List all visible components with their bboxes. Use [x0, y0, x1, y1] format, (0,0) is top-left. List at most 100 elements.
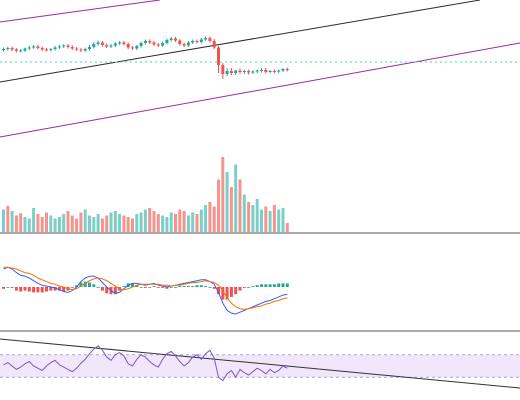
candle[interactable]	[195, 41, 199, 42]
volume-bar	[83, 209, 87, 232]
candle[interactable]	[105, 45, 109, 47]
volume-bar	[122, 215, 126, 232]
candle[interactable]	[161, 43, 165, 46]
candle[interactable]	[83, 49, 87, 51]
candle[interactable]	[27, 47, 31, 49]
candle[interactable]	[178, 40, 182, 45]
candle[interactable]	[118, 42, 122, 44]
macd-line[interactable]	[3, 266, 288, 315]
candle[interactable]	[234, 70, 238, 74]
volume-bar	[19, 213, 23, 232]
candle[interactable]	[199, 39, 203, 43]
candle[interactable]	[255, 70, 259, 72]
candle[interactable]	[242, 71, 246, 72]
candle[interactable]	[40, 48, 44, 50]
candle[interactable]	[53, 47, 57, 50]
candle[interactable]	[126, 44, 130, 48]
rsi-trend-line[interactable]	[0, 338, 520, 389]
candle[interactable]	[191, 41, 195, 43]
rsi-line[interactable]	[3, 345, 288, 382]
candle[interactable]	[62, 45, 66, 47]
candle[interactable]	[169, 38, 173, 41]
volume-bar	[208, 202, 212, 232]
candle[interactable]	[225, 71, 229, 74]
candle[interactable]	[264, 70, 268, 72]
candle[interactable]	[174, 38, 177, 41]
trend-line[interactable]	[0, 0, 481, 83]
macd-histogram-bar	[2, 287, 5, 289]
candle[interactable]	[70, 47, 74, 49]
candle[interactable]	[139, 43, 143, 46]
candle[interactable]	[135, 46, 139, 49]
candle[interactable]	[281, 69, 285, 71]
candle[interactable]	[45, 49, 48, 51]
candle[interactable]	[165, 40, 169, 43]
volume-bar	[10, 211, 14, 232]
candle[interactable]	[36, 46, 40, 49]
candle[interactable]	[14, 49, 18, 52]
macd-histogram-bar	[23, 287, 27, 291]
signal-line[interactable]	[3, 266, 288, 311]
macd-histogram-bar	[27, 287, 31, 292]
candle[interactable]	[66, 45, 70, 48]
candle[interactable]	[96, 42, 100, 45]
candle[interactable]	[2, 49, 5, 50]
candle[interactable]	[221, 65, 225, 74]
volume-bar	[186, 215, 190, 232]
candle[interactable]	[229, 71, 233, 73]
candle[interactable]	[247, 71, 251, 73]
candle[interactable]	[19, 50, 23, 52]
macd-histogram-bar	[264, 284, 268, 287]
candle[interactable]	[217, 47, 220, 66]
candle[interactable]	[32, 46, 36, 48]
macd-histogram-bar	[251, 286, 255, 287]
channel-lower-line[interactable]	[0, 42, 520, 138]
macd-histogram-bar	[156, 287, 160, 288]
candle[interactable]	[152, 42, 156, 45]
volume-bar	[62, 214, 66, 232]
candle[interactable]	[23, 48, 27, 51]
candle[interactable]	[79, 49, 83, 51]
candle[interactable]	[182, 44, 186, 46]
candle[interactable]	[57, 46, 61, 48]
candle[interactable]	[148, 41, 152, 43]
volume-bar	[251, 205, 255, 232]
candle[interactable]	[208, 38, 212, 41]
candle[interactable]	[251, 71, 255, 73]
candle[interactable]	[92, 44, 96, 47]
macd-histogram-bar	[45, 287, 48, 292]
candle[interactable]	[88, 47, 91, 49]
volume-bar	[260, 209, 263, 232]
candle[interactable]	[156, 44, 160, 46]
macd-histogram-bar	[100, 287, 104, 291]
candle[interactable]	[49, 49, 53, 50]
volume-bar	[57, 217, 61, 232]
candle[interactable]	[277, 70, 281, 72]
channel-upper-line[interactable]	[0, 0, 161, 23]
candle[interactable]	[285, 69, 289, 70]
candle[interactable]	[6, 48, 10, 49]
volume-bar	[32, 208, 36, 232]
candle[interactable]	[272, 71, 276, 72]
candle[interactable]	[109, 45, 113, 47]
candle[interactable]	[238, 70, 242, 73]
candle[interactable]	[113, 43, 117, 46]
macd-histogram-bar	[169, 287, 173, 288]
volume-bar	[113, 211, 117, 232]
candle[interactable]	[100, 42, 104, 46]
candle[interactable]	[143, 41, 147, 43]
candle[interactable]	[204, 38, 208, 40]
candle[interactable]	[75, 48, 79, 50]
volume-bar	[66, 211, 70, 232]
candle[interactable]	[260, 70, 263, 71]
candle[interactable]	[122, 42, 126, 45]
candle[interactable]	[10, 48, 14, 50]
candle[interactable]	[186, 42, 190, 46]
volume-bar	[238, 179, 242, 232]
candle[interactable]	[131, 47, 134, 49]
macd-histogram-bar	[53, 287, 57, 291]
candle[interactable]	[268, 71, 272, 72]
candle[interactable]	[212, 41, 216, 48]
